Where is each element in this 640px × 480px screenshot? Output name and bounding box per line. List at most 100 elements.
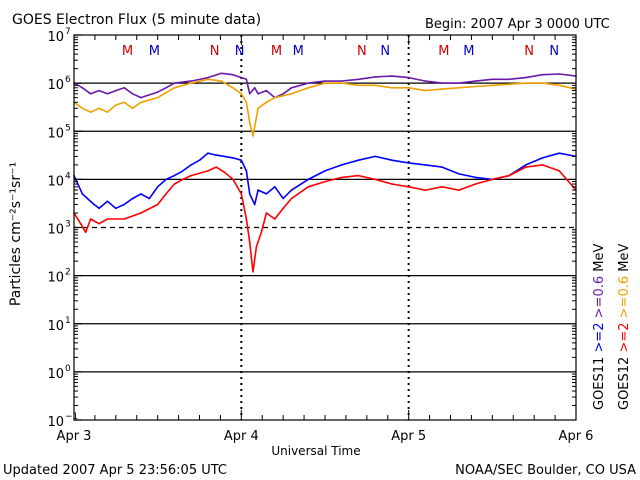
legend-token: MeV: [617, 244, 632, 276]
data-point: [491, 178, 494, 181]
data-point: [340, 80, 343, 82]
data-point: [324, 80, 326, 82]
data-point: [558, 84, 561, 87]
orbit-marker: M: [463, 44, 474, 59]
data-point: [441, 186, 443, 188]
data-point: [84, 231, 87, 233]
orbit-marker: M: [438, 44, 449, 59]
data-point: [282, 207, 285, 210]
data-point: [140, 96, 142, 99]
data-point: [525, 164, 527, 166]
data-point: [474, 80, 477, 82]
orbit-marker: N: [549, 44, 559, 59]
data-point: [290, 197, 293, 200]
data-point: [123, 203, 125, 206]
orbit-marker: M: [122, 44, 133, 59]
data-point: [245, 170, 248, 172]
data-point: [240, 93, 243, 95]
data-series: [73, 72, 577, 273]
series-line: [73, 152, 577, 210]
data-point: [232, 178, 234, 181]
data-point: [86, 197, 89, 200]
series-group: [73, 78, 577, 137]
data-point: [156, 186, 159, 188]
credit-text: NOAA/SEC Boulder, CO USA: [455, 463, 636, 478]
y-tick-exponent: 0: [65, 364, 71, 374]
y-tick-exponent: 1: [65, 316, 71, 326]
data-point: [407, 162, 410, 164]
data-point: [252, 135, 254, 137]
data-point: [374, 84, 377, 87]
data-point: [257, 93, 259, 95]
data-point: [282, 93, 285, 95]
data-point: [182, 178, 184, 181]
data-point: [207, 78, 209, 81]
data-point: [374, 76, 377, 78]
data-point: [474, 85, 477, 88]
data-point: [140, 101, 142, 104]
data-point: [340, 164, 343, 166]
data-point: [474, 176, 477, 179]
data-point: [140, 193, 142, 195]
legend-token: MeV: [592, 244, 607, 276]
legend-column-goes11: GOES11 >=2 >=0.6 MeV: [592, 244, 607, 410]
y-tick-label: 10: [47, 319, 64, 334]
series-group: [73, 164, 577, 273]
data-point: [274, 218, 276, 220]
orbit-marker: N: [380, 44, 390, 59]
data-point: [252, 271, 254, 273]
data-point: [198, 159, 201, 161]
data-point: [525, 166, 527, 168]
data-point: [240, 76, 243, 79]
x-tick-label: Apr 5: [391, 429, 426, 444]
data-point: [558, 73, 561, 75]
data-point: [223, 171, 226, 174]
y-tick-label: 10: [47, 78, 64, 93]
y-tick-label: 10: [47, 223, 64, 238]
data-point: [106, 111, 109, 113]
data-point: [190, 164, 192, 166]
data-point: [123, 87, 125, 89]
data-point: [357, 159, 360, 161]
data-point: [156, 203, 159, 206]
data-point: [307, 186, 310, 188]
data-point: [274, 96, 276, 99]
data-point: [340, 82, 343, 84]
y-tick-label: 10: [47, 126, 64, 141]
data-point: [106, 200, 109, 203]
data-point: [173, 87, 176, 89]
legend-token: GOES11: [592, 357, 607, 410]
data-point: [424, 80, 427, 82]
data-point: [541, 73, 544, 76]
y-axis-title: Particles cm⁻²s⁻¹sr⁻¹: [8, 162, 24, 306]
begin-time: Begin: 2007 Apr 3 0000 UTC: [425, 17, 610, 32]
data-point: [248, 122, 251, 124]
data-point: [441, 166, 443, 168]
data-point: [148, 197, 151, 200]
data-point: [324, 180, 326, 183]
data-point: [458, 189, 460, 191]
data-point: [140, 212, 142, 214]
data-point: [265, 212, 268, 214]
data-point: [98, 89, 100, 92]
data-point: [123, 101, 125, 104]
data-point: [81, 107, 84, 110]
data-point: [165, 193, 167, 195]
orbit-marker: M: [271, 44, 282, 59]
data-point: [232, 73, 234, 76]
data-point: [248, 193, 251, 195]
y-tick-label: 10: [47, 367, 64, 382]
data-point: [541, 157, 544, 159]
data-point: [220, 72, 223, 75]
x-tick-label: Apr 3: [57, 429, 92, 444]
orbit-marker: M: [149, 44, 160, 59]
y-tick-exponent: 2: [65, 268, 71, 278]
data-point: [255, 245, 258, 248]
data-point: [265, 101, 268, 104]
data-point: [260, 231, 263, 233]
data-point: [245, 101, 248, 104]
data-point: [374, 178, 377, 181]
